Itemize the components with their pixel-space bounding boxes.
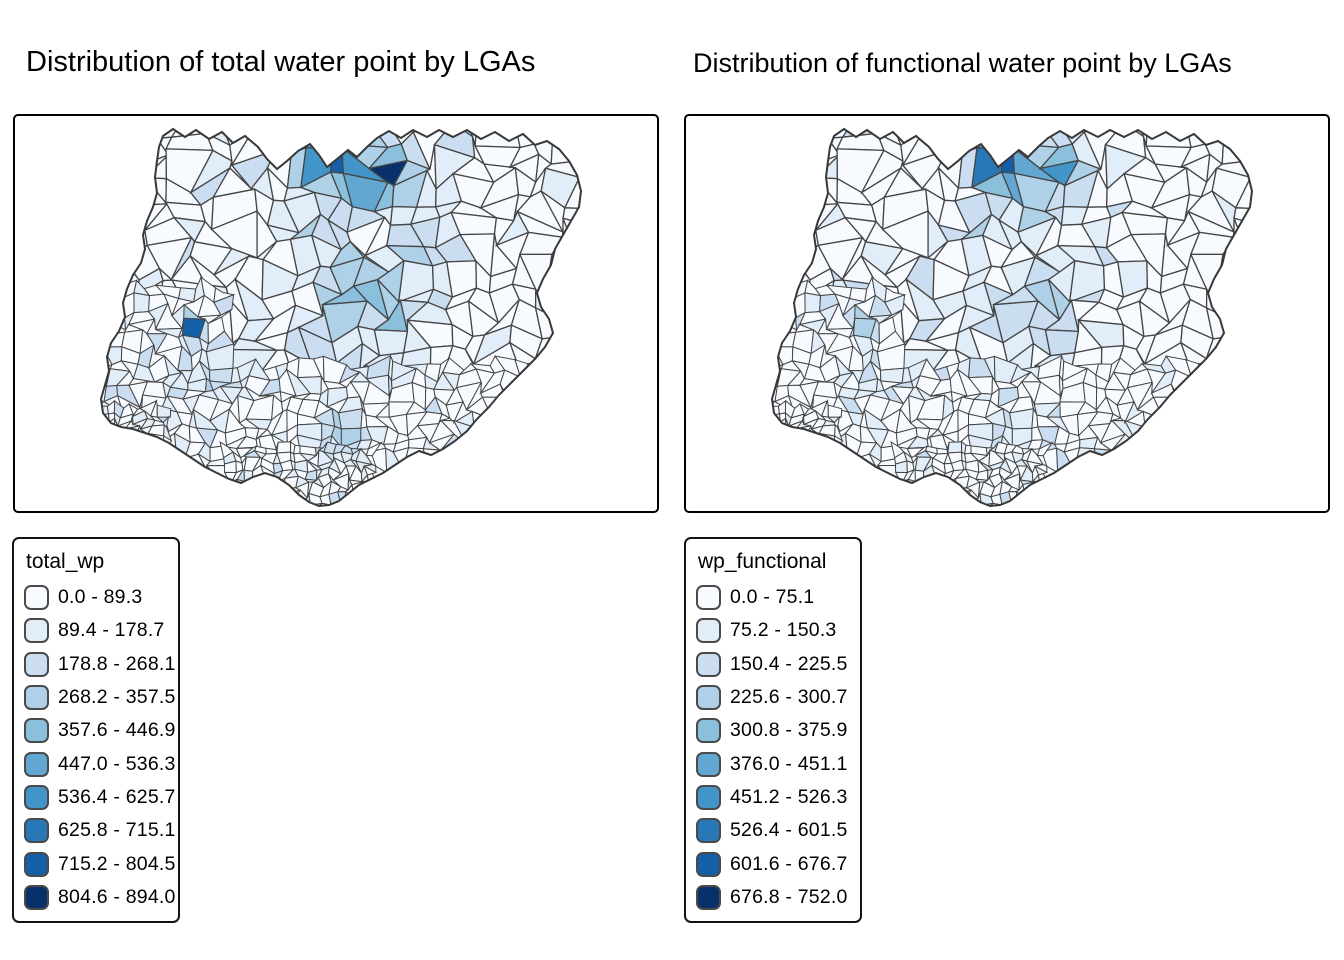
legend-item: 0.0 - 75.1	[696, 581, 854, 614]
legend-swatch	[24, 685, 49, 711]
legend-label: 676.8 - 752.0	[730, 885, 848, 908]
legend-label: 451.2 - 526.3	[730, 785, 848, 808]
legend-swatch	[696, 685, 721, 711]
legend-item: 601.6 - 676.7	[696, 847, 854, 880]
legend-label: 75.2 - 150.3	[730, 619, 837, 642]
map-title-functional: Distribution of functional water point b…	[693, 48, 1232, 78]
legend-item: 225.6 - 300.7	[696, 681, 854, 714]
nigeria-outline	[770, 127, 1254, 508]
legend-item: 804.6 - 894.0	[24, 881, 175, 914]
legend-swatch	[696, 718, 721, 744]
legend-item: 447.0 - 536.3	[24, 747, 175, 780]
legend-item: 357.6 - 446.9	[24, 714, 175, 747]
legend-item: 536.4 - 625.7	[24, 781, 175, 814]
legend-swatch	[696, 585, 721, 611]
legend-swatch	[24, 718, 49, 744]
map-svg-total	[99, 127, 583, 508]
legend-label: 0.0 - 89.3	[58, 586, 143, 609]
legend-label: 0.0 - 75.1	[730, 586, 815, 609]
legend-item: 150.4 - 225.5	[696, 648, 854, 681]
legend-swatch	[24, 751, 49, 777]
map-title-total: Distribution of total water point by LGA…	[26, 46, 536, 78]
legend-label: 715.2 - 804.5	[58, 852, 176, 875]
legend-label: 357.6 - 446.9	[58, 719, 176, 742]
legend-swatch	[696, 651, 721, 677]
legend-item: 676.8 - 752.0	[696, 881, 854, 914]
legend-functional: wp_functional 0.0 - 75.1 75.2 - 150.3 150.…	[684, 537, 862, 923]
legend-label: 601.6 - 676.7	[730, 852, 848, 875]
nigeria-outline	[99, 127, 583, 508]
legend-label: 268.2 - 357.5	[58, 686, 176, 709]
legend-label: 447.0 - 536.3	[58, 752, 176, 775]
legend-label: 625.8 - 715.1	[58, 819, 176, 842]
legend-item: 89.4 - 178.7	[24, 614, 172, 647]
legend-item: 75.2 - 150.3	[696, 614, 854, 647]
legend-swatch	[24, 818, 49, 844]
legend-label: 89.4 - 178.7	[58, 619, 165, 642]
legend-label: 536.4 - 625.7	[58, 785, 176, 808]
legend-title-functional: wp_functional	[698, 550, 827, 573]
legend-title-total: total_wp	[26, 550, 105, 573]
legend-swatch	[24, 651, 49, 677]
legend-label: 300.8 - 375.9	[730, 719, 848, 742]
legend-item: 0.0 - 89.3	[24, 581, 172, 614]
legend-swatch	[696, 884, 721, 910]
legend-swatch	[696, 751, 721, 777]
map-panel-functional	[684, 114, 1330, 513]
legend-item: 451.2 - 526.3	[696, 781, 854, 814]
legend-swatch	[24, 784, 49, 810]
legend-label: 150.4 - 225.5	[730, 652, 848, 675]
legend-swatch	[24, 585, 49, 611]
legend-label: 225.6 - 300.7	[730, 686, 848, 709]
legend-swatch	[24, 884, 49, 910]
legend-item: 625.8 - 715.1	[24, 814, 175, 847]
legend-total: total_wp 0.0 - 89.3 89.4 - 178.7 178.8 - 2…	[12, 537, 180, 923]
legend-swatch	[696, 818, 721, 844]
map-svg-functional	[770, 127, 1254, 508]
legend-label: 526.4 - 601.5	[730, 819, 848, 842]
legend-swatch	[696, 784, 721, 810]
legend-label: 804.6 - 894.0	[58, 885, 176, 908]
map-panel-total	[13, 114, 659, 513]
legend-swatch	[696, 618, 721, 644]
legend-swatch	[24, 851, 49, 877]
legend-item: 300.8 - 375.9	[696, 714, 854, 747]
legend-swatch	[24, 618, 49, 644]
legend-item: 268.2 - 357.5	[24, 681, 175, 714]
legend-swatch	[696, 851, 721, 877]
legend-items: 0.0 - 75.1 75.2 - 150.3 150.4 - 225.5 225.6…	[696, 581, 854, 914]
legend-item: 178.8 - 268.1	[24, 648, 175, 681]
legend-item: 376.0 - 451.1	[696, 747, 854, 780]
legend-item: 526.4 - 601.5	[696, 814, 854, 847]
legend-item: 715.2 - 804.5	[24, 847, 175, 880]
legend-items: 0.0 - 89.3 89.4 - 178.7 178.8 - 268.1 268.2…	[24, 581, 175, 914]
legend-label: 178.8 - 268.1	[58, 652, 176, 675]
legend-label: 376.0 - 451.1	[730, 752, 848, 775]
